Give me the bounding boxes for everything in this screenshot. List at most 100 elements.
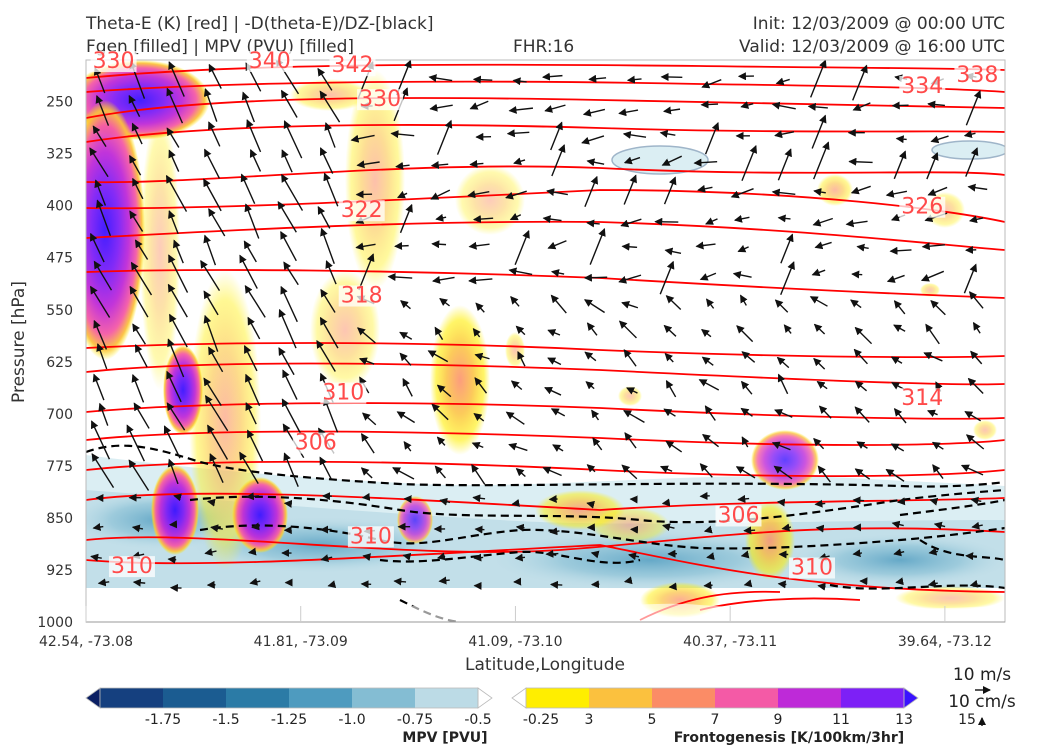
wind-arrow [775, 77, 790, 86]
colorbar-tick-label: -0.75 [397, 712, 433, 728]
wind-arrow [468, 241, 490, 250]
wind-arrow [92, 523, 104, 531]
wind-arrow [128, 459, 150, 491]
wind-arrow [662, 106, 681, 115]
colorbar-segment [715, 688, 779, 708]
wind-arrow [317, 67, 333, 91]
wind-arrow [586, 500, 595, 509]
wind-arrow [663, 176, 677, 205]
wind-arrow [853, 348, 868, 365]
wind-arrow [665, 379, 677, 398]
wind-arrow [584, 175, 599, 208]
wind-arrow [626, 387, 638, 395]
wind-arrow [665, 440, 683, 453]
colorbar-tick-label: -1.75 [145, 712, 181, 728]
wind-arrow [700, 100, 719, 109]
theta-e-contour-label: 310 [350, 524, 392, 549]
contour-label-background [338, 285, 385, 307]
wind-arrow [930, 300, 946, 316]
wind-arrow [203, 314, 219, 352]
contour-label-background [954, 64, 1001, 86]
wind-arrow [774, 299, 789, 313]
wind-arrow [319, 147, 334, 174]
wind-arrow [392, 467, 415, 480]
wind-arrow [283, 261, 299, 286]
wind-arrow [474, 525, 485, 534]
wind-arrow [960, 464, 984, 476]
wind-arrow [928, 547, 938, 556]
wind-arrow [168, 61, 185, 97]
wind-arrow [471, 464, 486, 485]
wind-arrow [508, 267, 533, 276]
wind-arrow [469, 159, 484, 168]
wind-arrow [851, 270, 863, 279]
wind-arrow [90, 420, 111, 460]
wind-arrow [317, 205, 331, 229]
wind-arrow [208, 208, 226, 237]
wind-arrow [704, 405, 716, 421]
wind-arrow [207, 424, 229, 460]
wind-arrow [282, 369, 298, 400]
wind-arrow [663, 324, 677, 337]
wind-arrow [739, 294, 748, 306]
wind-arrow [969, 579, 979, 588]
wind-arrow [473, 413, 485, 422]
colorbar-segment [100, 688, 164, 708]
wind-arrow [246, 119, 262, 153]
wind-arrow [97, 578, 110, 587]
wind-arrow [90, 285, 111, 318]
colorbar-tick-label: 7 [711, 712, 720, 728]
y-tick-label: 700 [46, 407, 73, 423]
wind-arrow [244, 203, 260, 239]
wind-arrow [325, 260, 337, 285]
y-tick-label: 400 [46, 199, 73, 215]
wind-arrow [925, 323, 940, 345]
theta-e-contour-label: 310 [322, 381, 364, 406]
wind-arrow [515, 325, 526, 336]
wind-arrow [736, 325, 754, 343]
wind-arrow [169, 313, 188, 348]
wind-arrow [316, 339, 336, 372]
y-tick-label: 925 [46, 563, 73, 579]
wind-arrow [618, 320, 637, 339]
wind-arrow [970, 350, 983, 365]
y-tick-label: 1000 [37, 615, 73, 631]
wind-arrow [549, 580, 563, 589]
wind-arrow [967, 183, 988, 192]
wind-arrow [131, 373, 145, 403]
wind-arrow [893, 548, 905, 557]
wind-arrow [813, 188, 826, 196]
wind-arrow [776, 498, 786, 507]
colorbar-segment [163, 688, 227, 708]
wind-arrow [402, 377, 413, 397]
wind-arrow [777, 580, 787, 589]
wind-arrow [964, 410, 982, 422]
wind-arrow [697, 184, 713, 193]
wind-arrow [817, 582, 826, 591]
wind-arrow [355, 242, 376, 251]
wind-arrow [133, 402, 150, 429]
wind-arrow [207, 498, 216, 507]
wind-arrow [544, 104, 566, 113]
wind-arrow [400, 300, 411, 310]
wind-arrow [92, 373, 105, 401]
colorbar-segment [841, 688, 905, 708]
wind-arrow [927, 409, 938, 418]
theta-e-contour-label: 342 [332, 53, 374, 78]
colorbar-tick-label: -1.5 [212, 712, 239, 728]
wind-arrow [809, 60, 827, 98]
wind-arrow [172, 239, 184, 264]
theta-e-contour-label: 306 [717, 503, 759, 528]
wind-arrow [356, 160, 380, 169]
wind-arrow [659, 465, 673, 473]
y-axis-label: Pressure [hPa] [9, 281, 29, 403]
wind-arrow [550, 269, 565, 277]
wind-arrow [514, 229, 530, 266]
wind-arrow [702, 433, 719, 448]
wind-arrow [280, 230, 297, 262]
wind-arrow [514, 553, 526, 562]
wind-arrow [436, 552, 446, 561]
wind-arrow [584, 351, 597, 362]
wind-arrow [703, 525, 713, 534]
colorbar-outline [525, 687, 905, 709]
